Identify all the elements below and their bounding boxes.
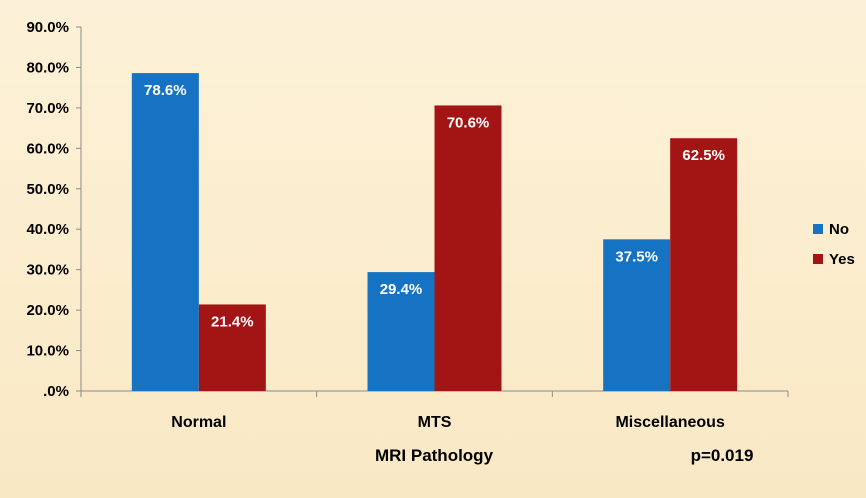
data-label: 78.6% bbox=[144, 82, 187, 99]
x-axis-title: MRI Pathology bbox=[375, 446, 494, 465]
bar-yes bbox=[670, 138, 738, 391]
p-value-annotation: p=0.019 bbox=[691, 446, 754, 465]
bar-no bbox=[603, 239, 671, 391]
y-tick-label: .0% bbox=[43, 383, 69, 400]
y-tick-label: 20.0% bbox=[26, 302, 69, 319]
legend-swatch bbox=[813, 224, 823, 234]
y-axis: .0% 10.0% 20.0% 30.0% 40.0% 50.0% 60.0% 70.0% 80… bbox=[26, 19, 82, 400]
y-tick-label: 90.0% bbox=[26, 19, 69, 36]
data-label: 70.6% bbox=[447, 114, 490, 131]
legend-label: Yes bbox=[829, 251, 855, 268]
x-category-label: Miscellaneous bbox=[615, 414, 724, 431]
data-label: 21.4% bbox=[211, 313, 254, 330]
data-label: 29.4% bbox=[380, 281, 423, 298]
x-category-label: MTS bbox=[418, 414, 452, 431]
y-tick-label: 70.0% bbox=[26, 100, 69, 117]
bar-yes bbox=[198, 304, 266, 391]
legend-swatch bbox=[813, 254, 823, 264]
bar-no bbox=[367, 272, 435, 391]
legend-label: No bbox=[829, 221, 849, 238]
data-label: 37.5% bbox=[615, 248, 658, 265]
bars: 78.6% 21.4% 29.4% 70.6% 37.5% 62.5% bbox=[131, 73, 738, 392]
legend: No Yes bbox=[813, 221, 855, 268]
y-tick-label: 40.0% bbox=[26, 221, 69, 238]
x-category-label: Normal bbox=[171, 414, 226, 431]
data-label: 62.5% bbox=[682, 147, 725, 164]
bar-no bbox=[131, 73, 199, 392]
y-tick-label: 50.0% bbox=[26, 181, 69, 198]
y-tick-label: 10.0% bbox=[26, 343, 69, 360]
y-tick-label: 60.0% bbox=[26, 140, 69, 157]
y-tick-label: 30.0% bbox=[26, 262, 69, 279]
y-tick-label: 80.0% bbox=[26, 59, 69, 76]
x-axis: Normal MTS Miscellaneous bbox=[80, 390, 789, 431]
bar-yes bbox=[434, 105, 502, 391]
